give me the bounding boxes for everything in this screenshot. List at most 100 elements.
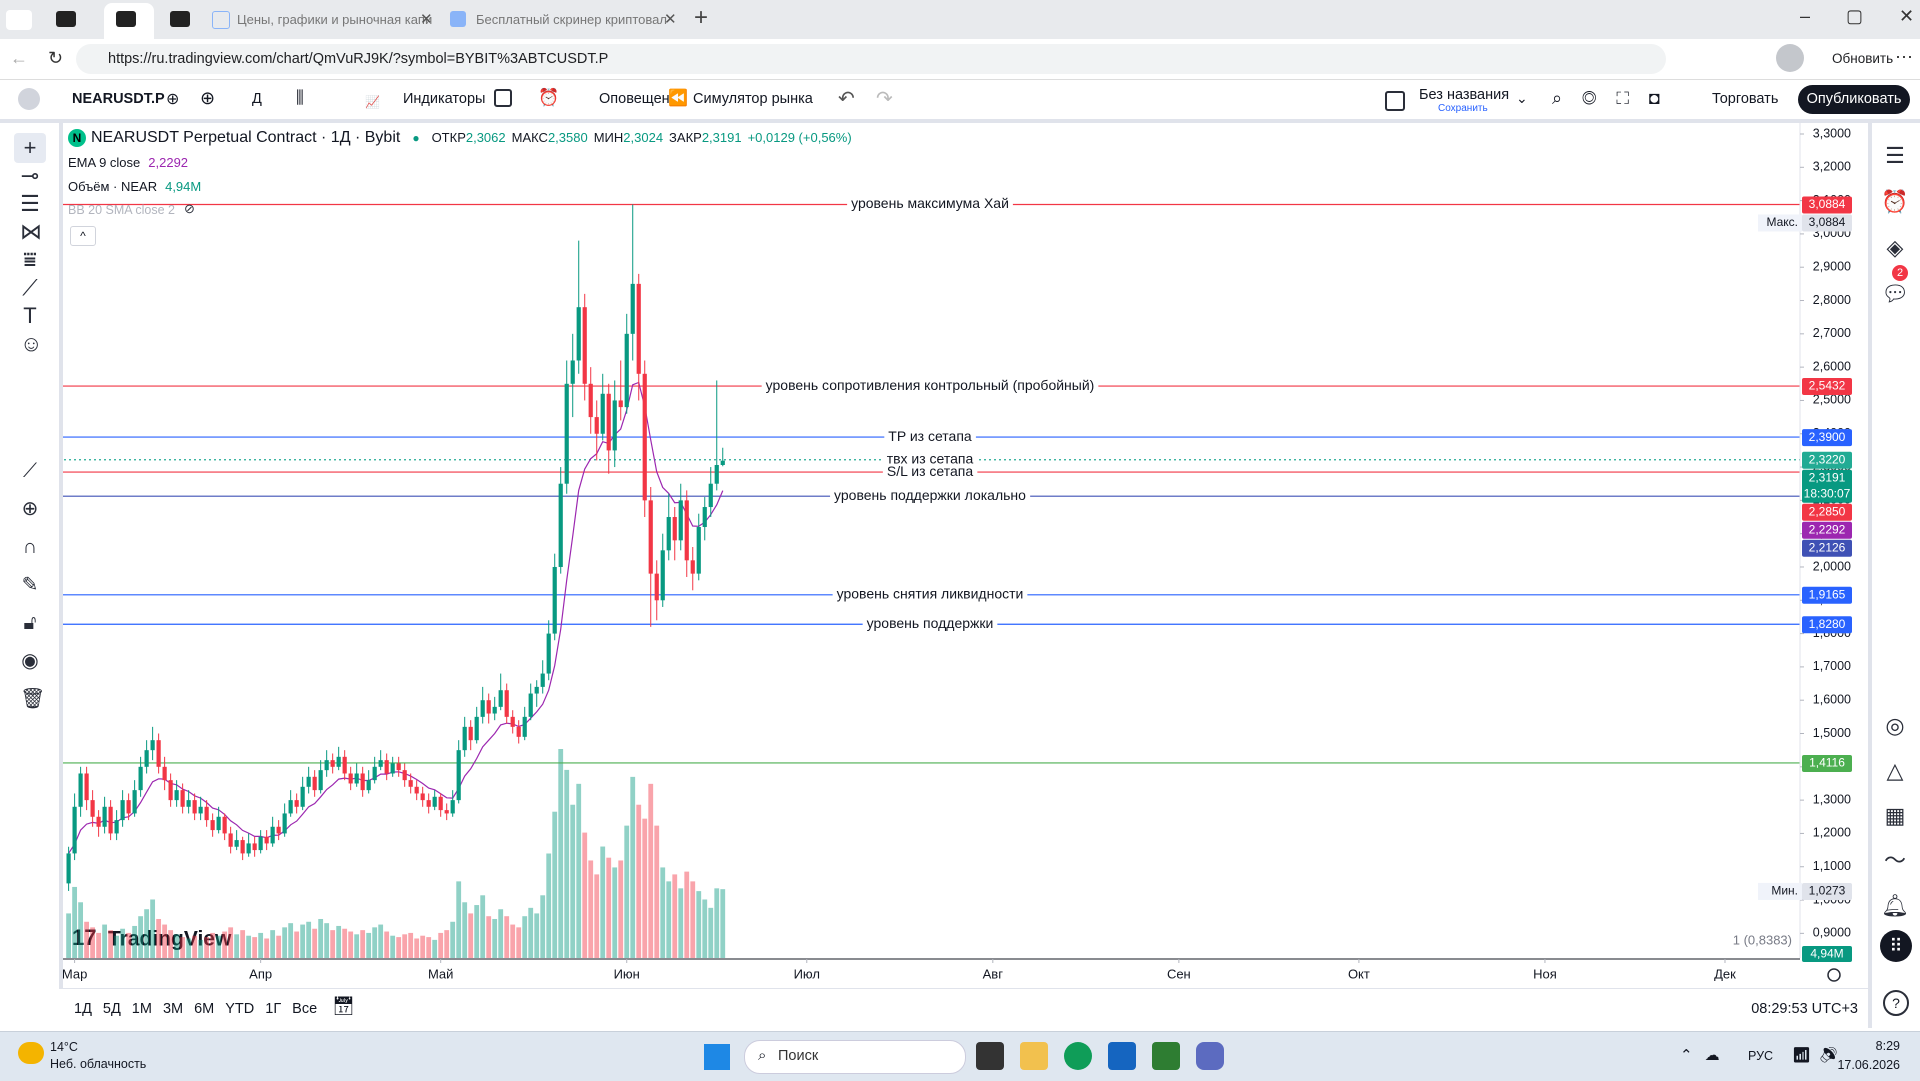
price-tag-label: 1,9165 (1809, 587, 1846, 601)
indicators-button[interactable]: Индикаторы (403, 91, 486, 107)
legend-ema[interactable]: EMA 9 close 2,2292 (68, 155, 188, 170)
range-button[interactable]: Все (292, 1001, 318, 1017)
tab-menu[interactable] (6, 10, 32, 30)
profile-avatar[interactable] (1776, 44, 1804, 72)
hidden-indicator-icon[interactable]: ⊘ (184, 201, 195, 216)
range-button[interactable]: 3М (162, 1001, 184, 1017)
weather-icon[interactable] (18, 1042, 44, 1064)
app-icon[interactable] (1108, 1042, 1136, 1070)
clock-date[interactable]: 17.06.2026 (1837, 1058, 1900, 1072)
cursor-tool-active[interactable] (14, 133, 46, 163)
y-tick-label: 3,3000 (1813, 126, 1851, 140)
volume-bar (432, 939, 438, 958)
browser-menu[interactable]: ⋯ (1895, 47, 1913, 67)
tool-icons-lower[interactable]: ⟋ ⊕ ∩ ✎ 🔓︎ ◉ 🗑︎ (20, 460, 46, 710)
undo-button[interactable]: ↶ (838, 88, 855, 110)
legend-bb[interactable]: BB 20 SMA close 2 (68, 203, 176, 217)
tool-icons[interactable]: + ⊸ ☰ ⋈ ⩸ ⟋ T ☺ (20, 135, 43, 356)
chart-style[interactable]: ⫼ (296, 88, 304, 107)
symbol-search[interactable]: NEARUSDT.P (72, 91, 165, 107)
publish-button[interactable]: Опубликовать (1798, 85, 1910, 114)
tray-status[interactable]: 📶︎🔊︎ (1792, 1047, 1847, 1064)
volume-bar (186, 938, 192, 958)
alerts-icon[interactable]: ⏰ (538, 88, 560, 107)
candle-body (228, 833, 233, 847)
layout-name[interactable]: Без названия (1419, 87, 1510, 103)
range-button[interactable]: 1Д (74, 1001, 92, 1017)
y-tick-label: 2,8000 (1813, 293, 1851, 307)
layout-icon[interactable] (1385, 91, 1405, 111)
replay-icon[interactable]: ⏪ (668, 90, 688, 107)
sidebar-icons-lower[interactable]: ◎ △ ▦ 〜 🔔︎ (1881, 713, 1909, 918)
candle-body (426, 800, 431, 807)
toolbar-icons[interactable]: ⌕◎⛶◘ (1552, 88, 1680, 108)
range-button[interactable]: 1Г (265, 1001, 282, 1017)
app-icon[interactable] (1020, 1042, 1048, 1070)
x-tick-label: Апр (249, 966, 272, 981)
tab-title[interactable]: Цены, графики и рыночная капи (237, 12, 433, 27)
candle-body (672, 517, 677, 541)
tab-title[interactable]: Бесплатный скринер криптовал (476, 12, 667, 27)
range-button[interactable]: 5Д (102, 1001, 121, 1017)
tab-close[interactable]: ✕ (420, 11, 433, 28)
app-icon[interactable] (1152, 1042, 1180, 1070)
volume-bar (300, 924, 306, 958)
weather[interactable]: Неб. облачность (50, 1057, 147, 1071)
app-icon[interactable] (1064, 1042, 1092, 1070)
start-button[interactable] (704, 1044, 730, 1070)
window-controls[interactable]: –▢✕ (1800, 6, 1914, 26)
update-button[interactable]: Обновить (1832, 51, 1894, 66)
collapse-legend[interactable]: ^ (70, 226, 96, 246)
tab-icon[interactable] (170, 11, 190, 27)
templates-button[interactable] (494, 89, 512, 107)
legend-volume[interactable]: Объём · NEAR 4,94M (68, 179, 201, 194)
app-icon[interactable] (1196, 1042, 1224, 1070)
user-avatar[interactable] (18, 88, 40, 110)
indicators-icon[interactable]: 📈 (365, 95, 380, 109)
volume-bar (168, 930, 174, 958)
tab-icon[interactable] (56, 11, 76, 27)
replay-button[interactable]: Симулятор рынка (693, 91, 813, 107)
range-buttons: 1Д 5Д 1М 3М 6М YTD 1Г Все (74, 1001, 317, 1017)
address-field[interactable] (76, 44, 1666, 74)
tab-close[interactable]: ✕ (664, 11, 677, 28)
candle-body (546, 633, 551, 674)
trade-button[interactable]: Торговать (1712, 91, 1779, 107)
scale-note: 1 (0,8383) (1733, 932, 1792, 947)
alerts-button[interactable]: Оповещения (599, 91, 686, 107)
app-icon[interactable] (976, 1042, 1004, 1070)
apps-button[interactable]: ⠿ (1880, 930, 1912, 962)
axis-settings[interactable] (1827, 968, 1841, 982)
search-box[interactable] (744, 1040, 966, 1074)
candle-body (360, 773, 365, 791)
legend-title[interactable]: NEARUSDT Perpetual Contract · 1Д · Bybit (91, 129, 401, 146)
volume-bar (426, 937, 432, 958)
range-button[interactable]: 1М (131, 1001, 152, 1017)
tab-icon (116, 11, 136, 27)
url[interactable]: https://ru.tradingview.com/chart/QmVuRJ9… (108, 51, 609, 67)
help-button[interactable]: ? (1883, 990, 1909, 1016)
language[interactable]: РУС (1748, 1049, 1774, 1063)
reload-button[interactable]: ↻ (48, 48, 64, 68)
tray-icons[interactable]: ⌃☁ (1680, 1047, 1732, 1064)
range-button[interactable]: 6М (194, 1001, 215, 1017)
clock-time[interactable]: 8:29 (1875, 1039, 1900, 1053)
candle-body (642, 373, 647, 501)
range-button[interactable]: YTD (225, 1001, 255, 1017)
sidebar-icons[interactable]: ☰ ⏰ ◈ 💬︎ (1881, 143, 1909, 306)
layout-menu[interactable]: ⌄ (1516, 90, 1528, 106)
temperature[interactable]: 14°C (50, 1040, 78, 1054)
compare-button[interactable]: ⊕ (166, 91, 180, 108)
interval-button[interactable]: Д (252, 91, 262, 107)
add-symbol[interactable]: ⊕ (200, 88, 216, 108)
save-button[interactable]: Сохранить (1438, 103, 1488, 114)
candle-body (192, 800, 197, 814)
new-tab[interactable]: + (694, 4, 709, 31)
back-button[interactable]: ← (10, 48, 28, 68)
volume-bar (162, 924, 168, 958)
y-tick-label: 0,9000 (1813, 926, 1851, 940)
goto-date[interactable]: 📅︎ (332, 996, 355, 1016)
redo-button[interactable]: ↷ (876, 88, 893, 110)
clock[interactable]: 08:29:53 UTC+3 (1751, 1001, 1858, 1017)
volume-bar (666, 881, 672, 958)
